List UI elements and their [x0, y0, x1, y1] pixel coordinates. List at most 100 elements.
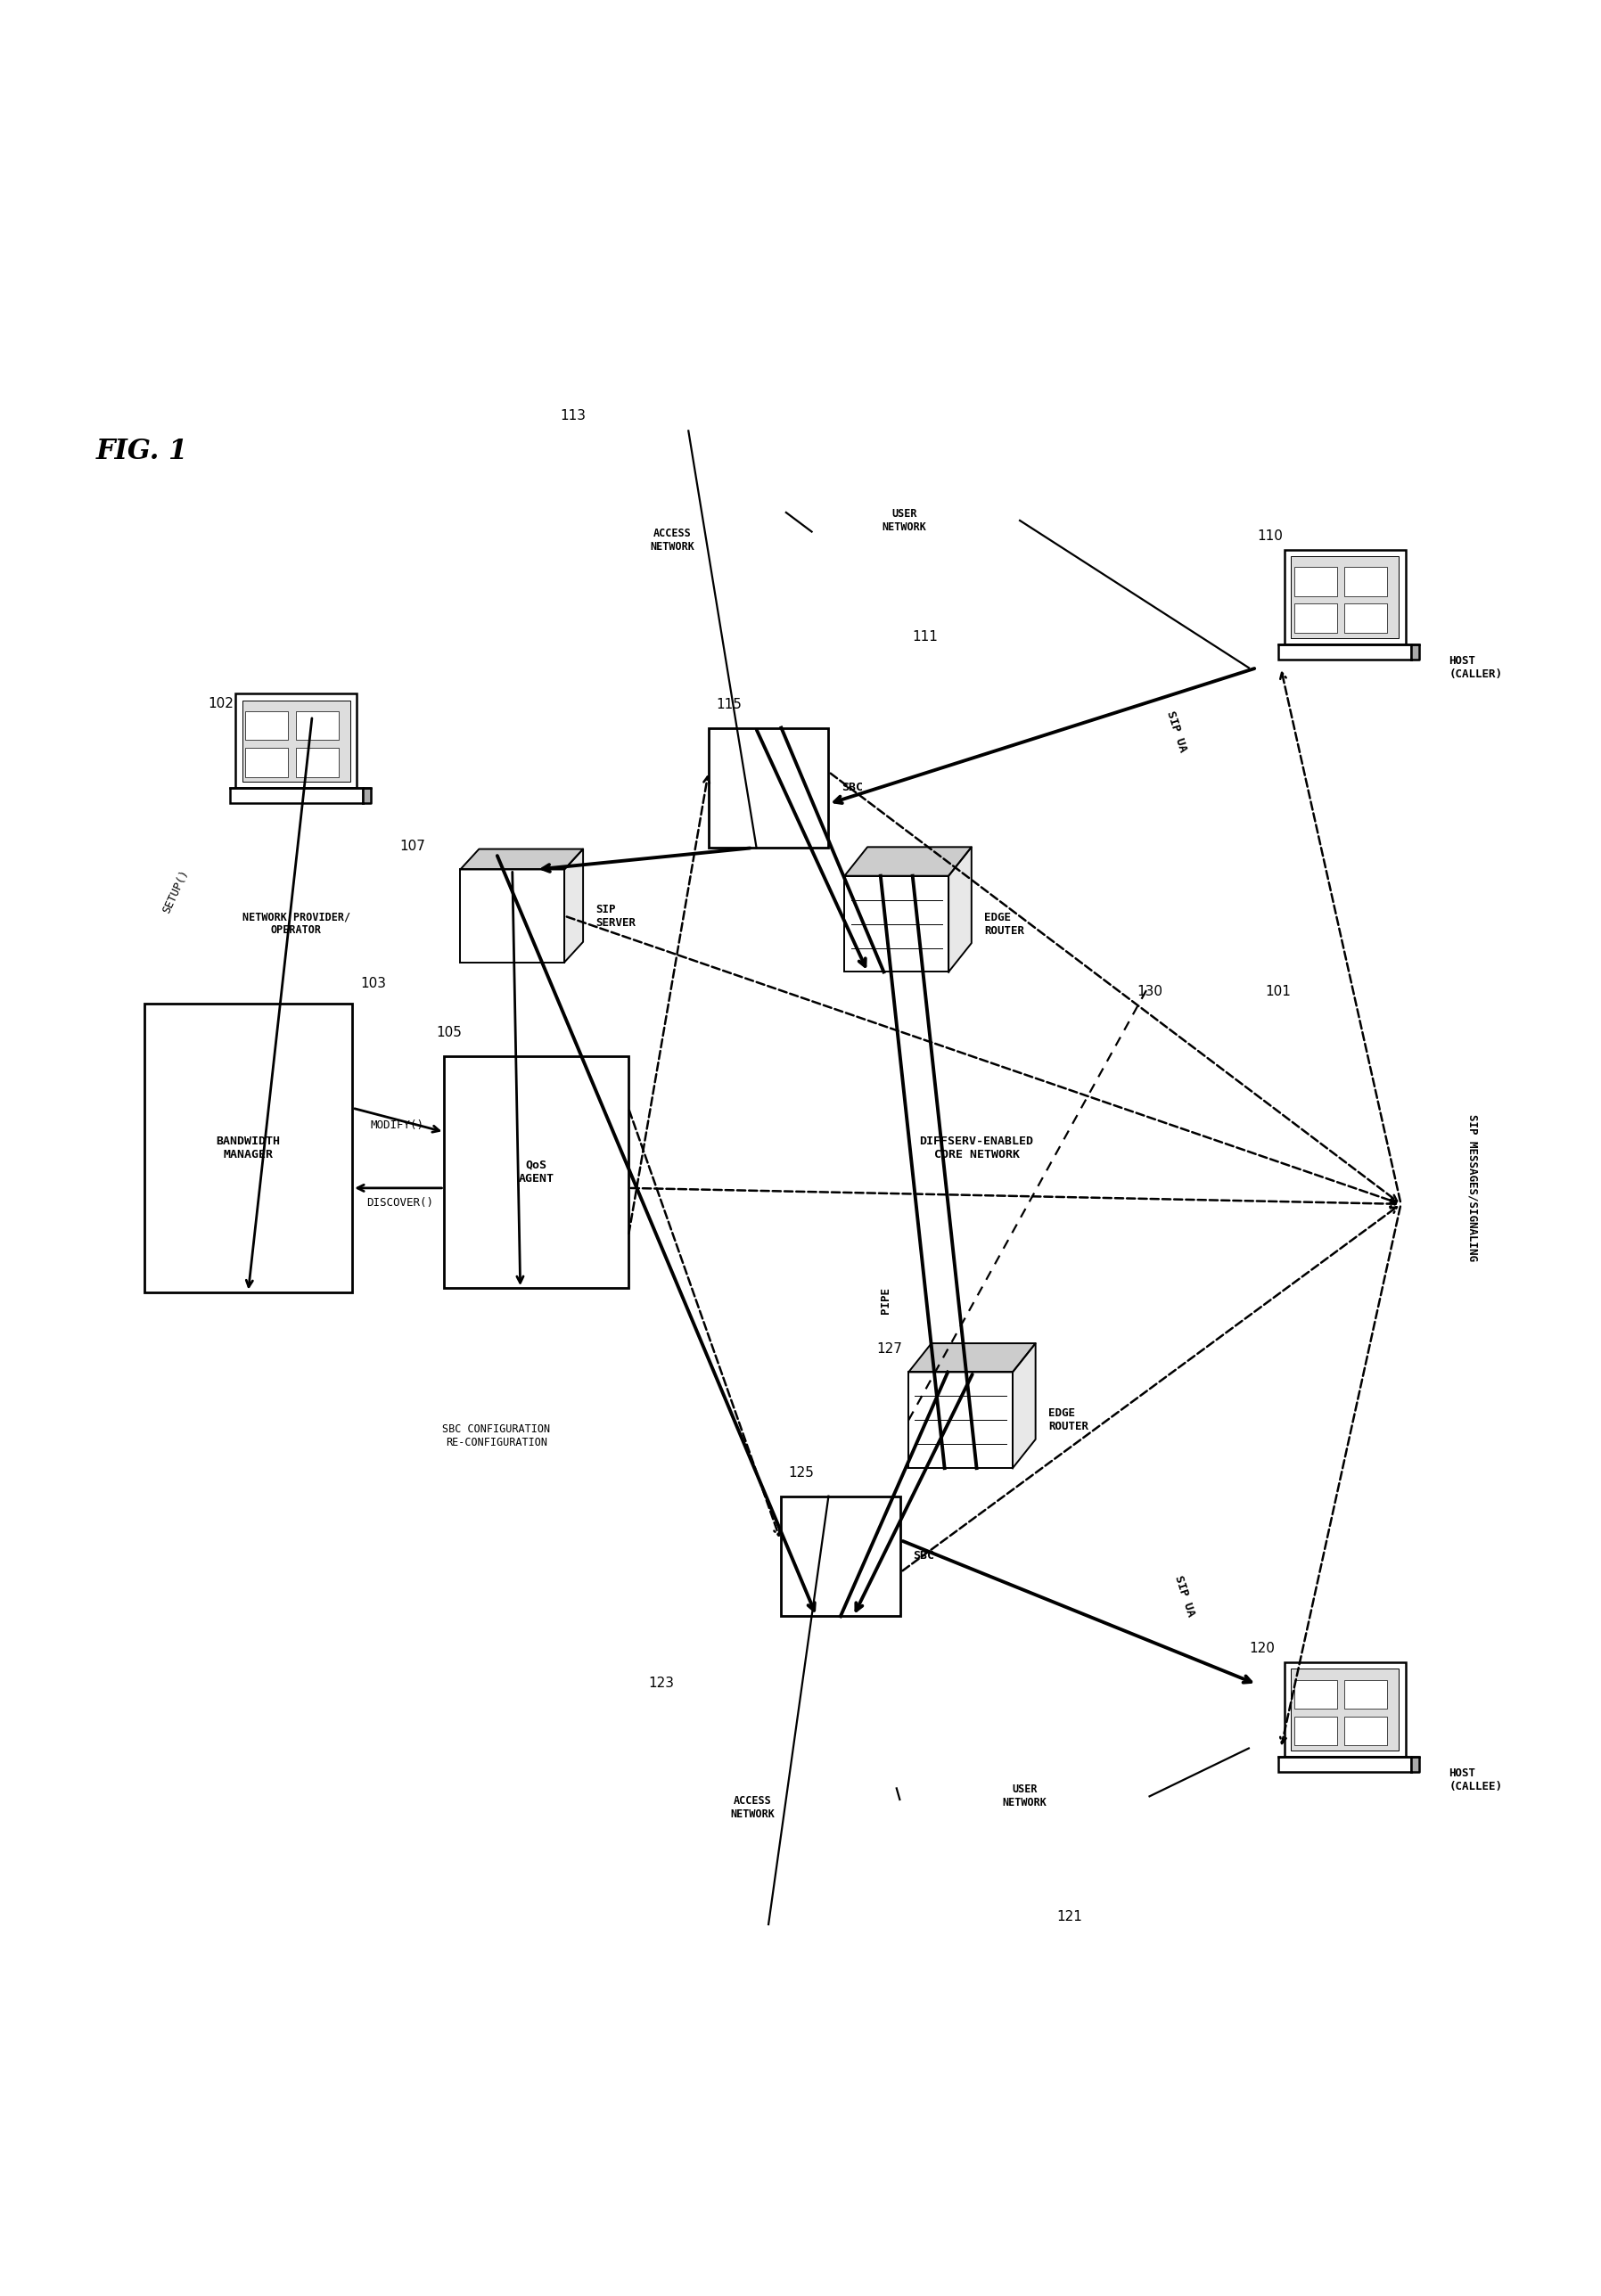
Text: BANDWIDTH
MANAGER: BANDWIDTH MANAGER	[216, 1137, 280, 1159]
Ellipse shape	[759, 1809, 833, 1867]
Text: 111: 111	[913, 629, 938, 643]
Text: EDGE
ROUTER: EDGE ROUTER	[1049, 1407, 1089, 1433]
Bar	[1345, 604, 1388, 634]
Text: USER
NETWORK: USER NETWORK	[1002, 1784, 1047, 1809]
Bar	[1294, 567, 1337, 597]
Ellipse shape	[789, 1784, 865, 1841]
Ellipse shape	[954, 1798, 1020, 1851]
Polygon shape	[459, 850, 583, 870]
Bar	[708, 728, 829, 847]
Ellipse shape	[1060, 1111, 1193, 1240]
Bar	[1345, 1681, 1388, 1708]
Ellipse shape	[919, 473, 983, 526]
Polygon shape	[1012, 1343, 1036, 1467]
Bar	[231, 788, 362, 804]
Bar	[1290, 1669, 1399, 1750]
Ellipse shape	[893, 1690, 1156, 1901]
Ellipse shape	[957, 1727, 1037, 1791]
Polygon shape	[564, 850, 583, 962]
Ellipse shape	[841, 523, 900, 572]
Bar	[242, 700, 351, 783]
Bar	[1345, 1717, 1388, 1745]
Ellipse shape	[812, 484, 882, 542]
Bar	[445, 1056, 628, 1288]
Ellipse shape	[855, 990, 1018, 1148]
Text: SIP UA: SIP UA	[1172, 1575, 1198, 1619]
Bar	[1284, 1662, 1406, 1756]
Bar	[781, 1497, 900, 1616]
Bar	[296, 748, 339, 776]
Ellipse shape	[724, 1729, 810, 1795]
Ellipse shape	[909, 1717, 1140, 1874]
Text: SIP MESSAGES/SIGNALING: SIP MESSAGES/SIGNALING	[1467, 1114, 1479, 1261]
Bar	[1345, 567, 1388, 597]
Ellipse shape	[882, 455, 951, 510]
Ellipse shape	[1023, 1040, 1167, 1178]
Text: SBC CONFIGURATION
RE-CONFIGURATION: SBC CONFIGURATION RE-CONFIGURATION	[442, 1424, 551, 1449]
Ellipse shape	[797, 448, 1012, 592]
Text: QoS
AGENT: QoS AGENT	[519, 1159, 554, 1185]
Text: DIFFSERV-ENABLED
CORE NETWORK: DIFFSERV-ENABLED CORE NETWORK	[919, 1137, 1034, 1159]
Ellipse shape	[634, 546, 711, 604]
Ellipse shape	[1057, 1775, 1122, 1828]
Text: EDGE
ROUTER: EDGE ROUTER	[985, 912, 1025, 937]
Bar	[1294, 1717, 1337, 1745]
Text: 103: 103	[360, 978, 386, 990]
Bar	[235, 693, 357, 788]
Text: 110: 110	[1257, 528, 1282, 542]
Bar	[296, 712, 339, 739]
Text: DISCOVER(): DISCOVER()	[367, 1196, 434, 1208]
Polygon shape	[1410, 1756, 1420, 1773]
Ellipse shape	[1029, 1798, 1095, 1851]
Text: 125: 125	[789, 1467, 815, 1479]
Bar	[1294, 1681, 1337, 1708]
Ellipse shape	[1039, 1745, 1109, 1802]
Ellipse shape	[935, 501, 994, 549]
Ellipse shape	[842, 455, 916, 514]
Ellipse shape	[564, 501, 645, 563]
Ellipse shape	[708, 519, 778, 572]
Bar	[144, 1003, 352, 1293]
Bar	[245, 712, 288, 739]
Polygon shape	[1410, 645, 1420, 659]
Ellipse shape	[989, 1802, 1060, 1860]
Ellipse shape	[712, 1816, 792, 1876]
Ellipse shape	[724, 905, 1262, 1424]
Text: FIG. 1: FIG. 1	[96, 439, 187, 466]
Ellipse shape	[688, 489, 765, 546]
Ellipse shape	[1002, 1169, 1137, 1297]
Ellipse shape	[770, 1754, 850, 1814]
Ellipse shape	[546, 461, 799, 618]
Text: PIPE: PIPE	[879, 1286, 892, 1313]
Ellipse shape	[674, 1731, 767, 1800]
Bar	[1279, 645, 1410, 659]
Text: USER
NETWORK: USER NETWORK	[882, 507, 927, 533]
Ellipse shape	[999, 1724, 1074, 1784]
Text: 115: 115	[717, 698, 743, 712]
Ellipse shape	[921, 1182, 1065, 1320]
Text: ACCESS
NETWORK: ACCESS NETWORK	[730, 1795, 775, 1821]
Ellipse shape	[788, 1070, 941, 1219]
Ellipse shape	[530, 434, 815, 645]
Bar	[1294, 604, 1337, 634]
Text: SETUP(): SETUP()	[162, 868, 191, 916]
Ellipse shape	[620, 1724, 885, 1892]
Ellipse shape	[783, 422, 1026, 618]
Ellipse shape	[849, 1169, 983, 1297]
Text: SIP
SERVER: SIP SERVER	[596, 902, 636, 928]
Bar	[909, 1373, 1012, 1467]
Ellipse shape	[677, 542, 749, 595]
Ellipse shape	[596, 542, 668, 595]
Bar	[845, 875, 948, 971]
Ellipse shape	[873, 528, 937, 579]
Text: HOST
(CALLER): HOST (CALLER)	[1449, 654, 1502, 680]
Text: SBC: SBC	[913, 1550, 935, 1561]
Ellipse shape	[925, 1759, 999, 1818]
Ellipse shape	[909, 523, 969, 572]
Ellipse shape	[599, 468, 687, 533]
Text: 120: 120	[1249, 1642, 1274, 1655]
Bar	[1284, 549, 1406, 645]
Polygon shape	[362, 788, 371, 804]
Text: 107: 107	[399, 840, 426, 852]
Polygon shape	[845, 847, 972, 875]
